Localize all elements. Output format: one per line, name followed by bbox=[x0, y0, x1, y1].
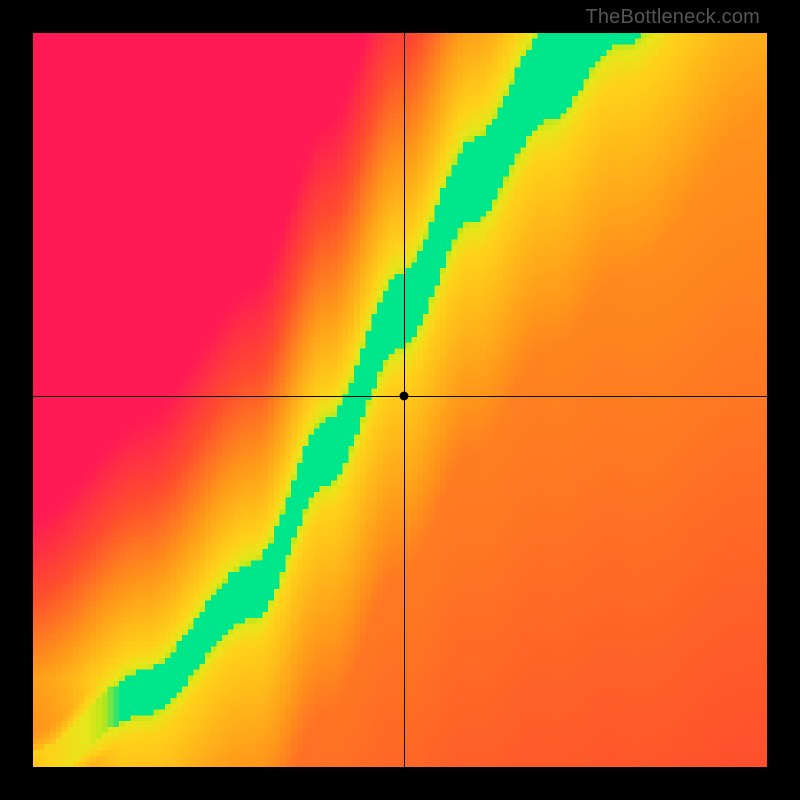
watermark-text: TheBottleneck.com bbox=[585, 6, 760, 29]
heatmap-canvas bbox=[33, 33, 767, 767]
chart-container: TheBottleneck.com bbox=[0, 0, 800, 800]
plot-area bbox=[33, 33, 767, 767]
selected-point-marker bbox=[399, 392, 408, 401]
